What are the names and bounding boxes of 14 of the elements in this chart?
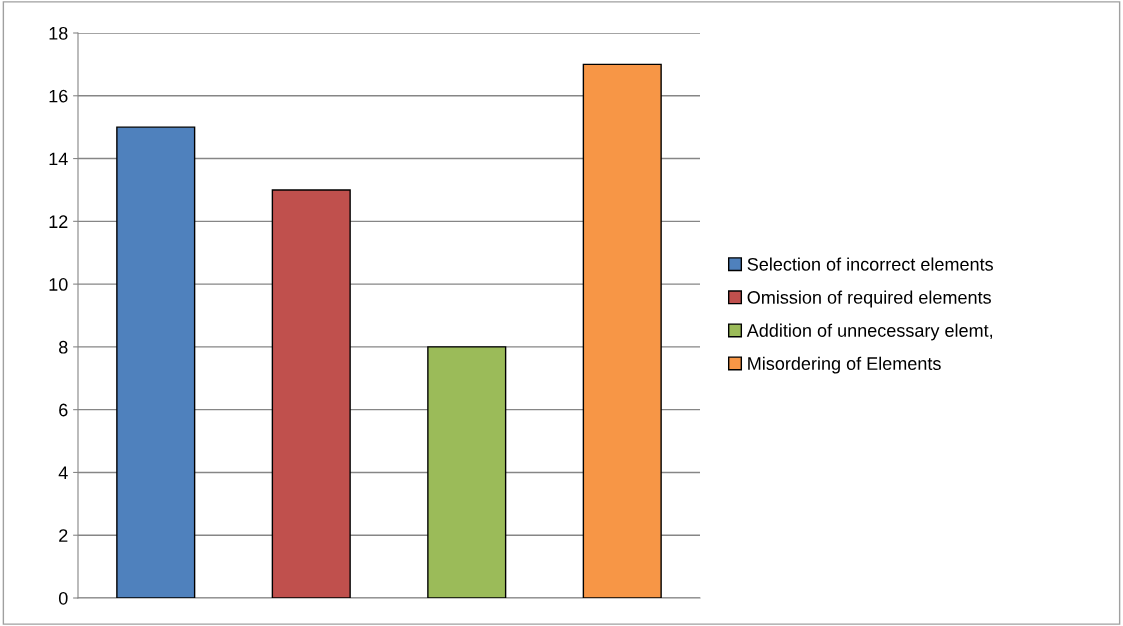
y-tick-label: 12 [49, 215, 68, 228]
y-tick-label: 10 [49, 278, 68, 291]
y-tick-label: 6 [59, 403, 68, 417]
y-tick-label: 2 [59, 529, 68, 542]
legend-label: Omission of required elements [747, 290, 991, 308]
y-tick-label: 16 [49, 89, 68, 103]
y-tick-label: 0 [58, 591, 68, 605]
legend-label: Selection of incorrect elements [747, 257, 993, 271]
legend-label: Misordering of Elements [748, 356, 941, 374]
y-tick-label: 14 [49, 152, 68, 166]
legend-label: Addition of unnecessary elemt, [746, 323, 993, 341]
y-tick-label: 4 [58, 466, 68, 479]
y-tick-label: 18 [49, 26, 68, 40]
y-tick-label: 8 [59, 340, 68, 354]
